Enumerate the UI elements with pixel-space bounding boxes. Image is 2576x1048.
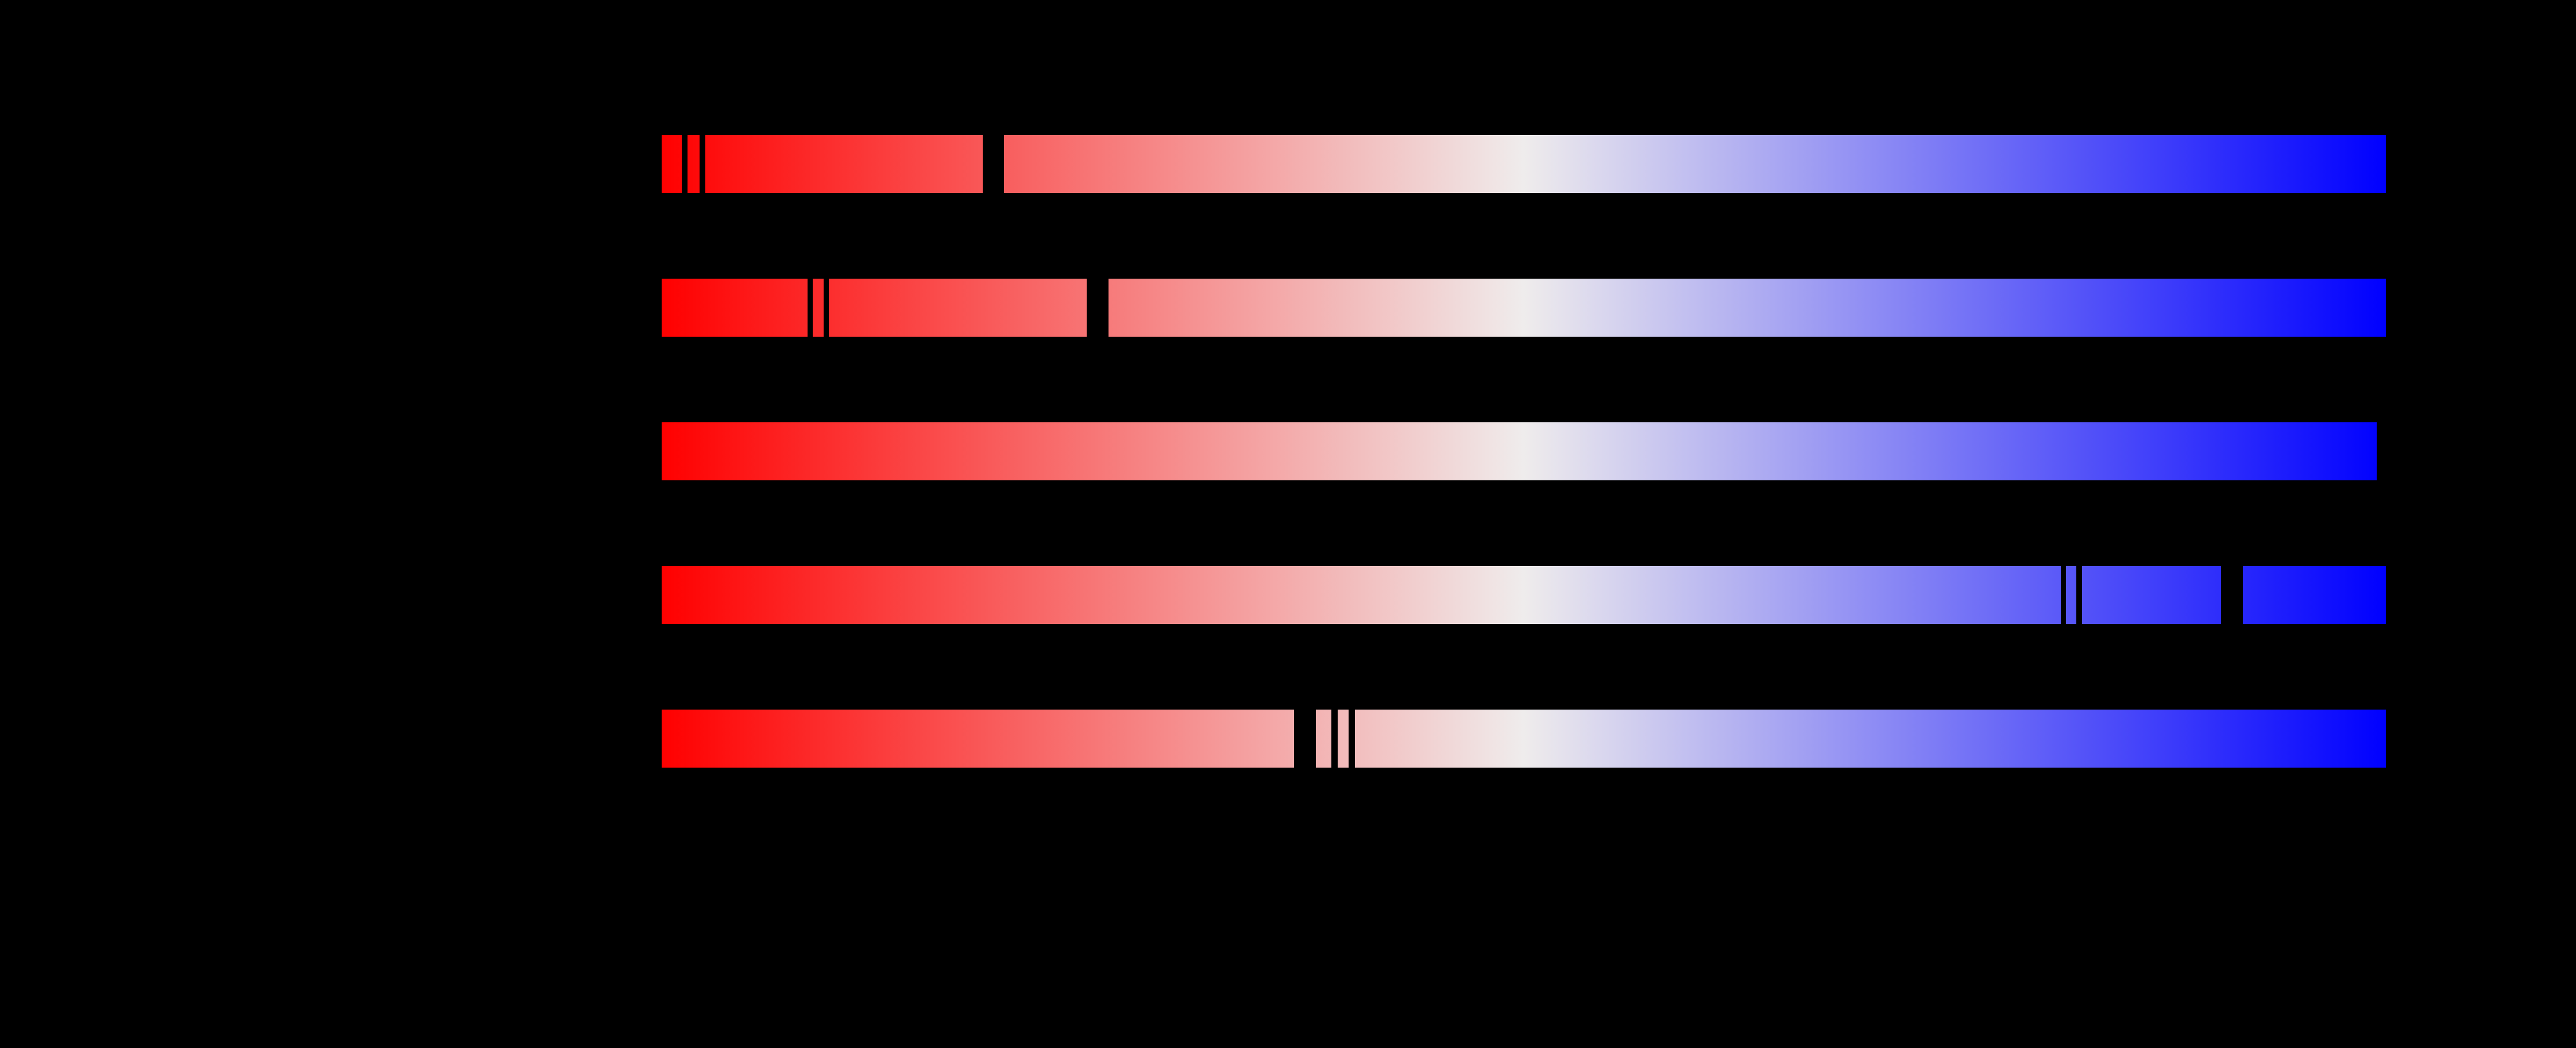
bar-1-gradient-bar: [662, 135, 2386, 193]
bar-4-segment-boundary-gap: [2076, 566, 2082, 624]
bar-4-gradient-bar: [662, 566, 2386, 624]
bar-5-segment-boundary-gap: [1331, 710, 1338, 768]
bar-5-segment-boundary-gap: [1294, 710, 1316, 768]
bar-2-segment-boundary-gap: [808, 279, 813, 337]
bar-4-segment-boundary-gap: [2061, 566, 2066, 624]
bar-1-segment-boundary-gap: [700, 135, 705, 193]
bar-1-segment-boundary-gap: [983, 135, 1004, 193]
bar-4-segment-boundary-gap: [2221, 566, 2243, 624]
bar-5-gradient-bar: [662, 710, 2386, 768]
bar-2-segment-boundary-gap: [1087, 279, 1109, 337]
bar-5-segment-boundary-gap: [1349, 710, 1355, 768]
bar-3-gradient-bar: [662, 422, 2377, 480]
bar-2-gradient-bar: [662, 279, 2386, 337]
bar-1-segment-boundary-gap: [682, 135, 688, 193]
bar-2-segment-boundary-gap: [824, 279, 829, 337]
